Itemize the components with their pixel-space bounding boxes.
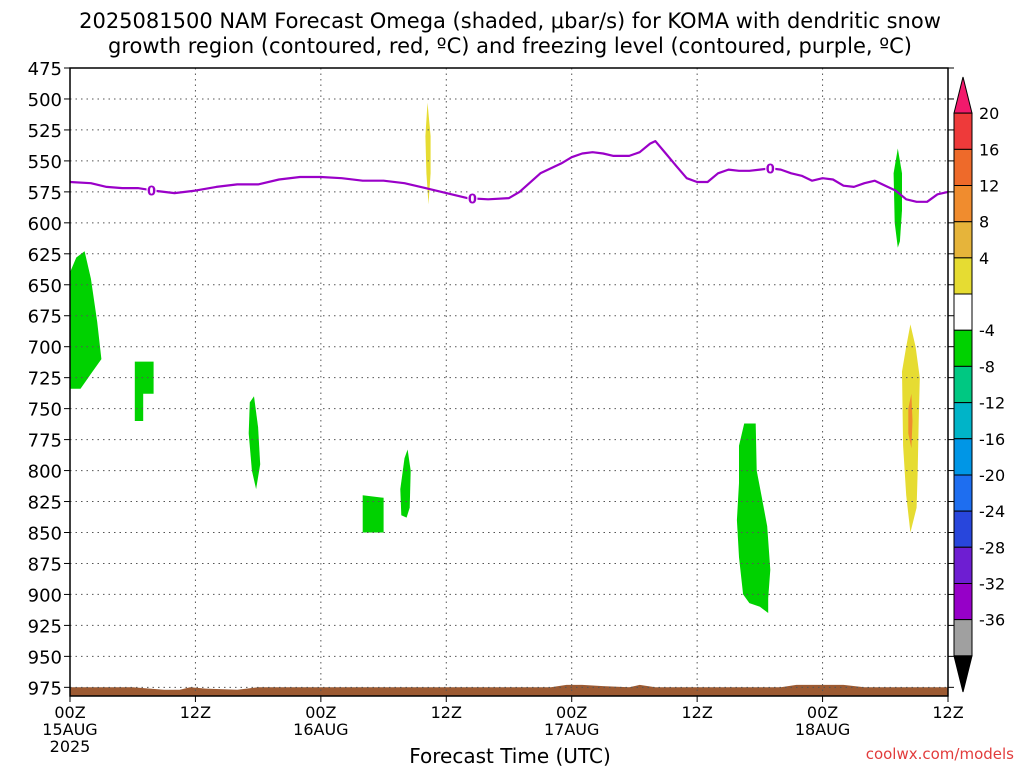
colorbar-label-9: -20 [979, 466, 1005, 485]
omega-region-9 [908, 393, 913, 449]
y-tick-label-775: 775 [28, 431, 62, 452]
x-tick-label-36-0: 12Z [431, 703, 462, 722]
colorbar-label-2: 12 [979, 177, 999, 196]
x-tick-label-72-1: 18AUG [795, 720, 850, 739]
omega-region-3 [362, 495, 384, 533]
colorbar-label-12: -32 [979, 574, 1005, 593]
x-tick-label-60-0: 12Z [681, 703, 712, 722]
y-tick-label-475: 475 [28, 59, 62, 80]
y-tick-label-600: 600 [28, 214, 62, 235]
freezing-level-label-bg-0 [146, 182, 157, 198]
colorbar-bin-8 [953, 365, 973, 404]
omega-region-0 [70, 251, 102, 389]
x-axis-title: Forecast Time (UTC) [409, 744, 611, 768]
colorbar-bin-1 [953, 112, 973, 150]
x-tick-label-48-0: 00Z [556, 703, 587, 722]
colorbar-label-5: -4 [979, 321, 995, 340]
colorbar-bin-12 [953, 510, 973, 548]
colorbar-bin-5 [953, 257, 973, 295]
colorbar-label-4: 4 [979, 249, 989, 268]
colorbar-label-11: -28 [979, 538, 1005, 557]
plot-border [69, 67, 949, 697]
colorbar-bin-15 [953, 619, 973, 657]
omega-region-2 [248, 396, 261, 490]
y-tick-label-650: 650 [28, 276, 62, 297]
colorbar-bin-4 [953, 221, 973, 259]
x-tick-label-0-0: 00Z [54, 703, 85, 722]
colorbar-bin-7 [953, 329, 973, 367]
omega-region-5 [736, 423, 771, 613]
terrain-fill [70, 684, 948, 696]
freezing-level-label-1: 0 [468, 192, 477, 207]
x-tick-label-12-0: 12Z [180, 703, 211, 722]
y-tick-label-950: 950 [28, 647, 62, 668]
x-tick-label-0-2: 2025 [50, 737, 91, 756]
plot-frame [69, 67, 949, 697]
chart-title-line2: growth region (contoured, red, ºC) and f… [108, 34, 912, 58]
x-tick-label-24-0: 00Z [305, 703, 336, 722]
y-tick-label-625: 625 [28, 245, 62, 266]
colorbar-label-6: -8 [979, 357, 995, 376]
y-tick-label-675: 675 [28, 307, 62, 328]
freezing-level-label-0: 0 [147, 184, 156, 199]
colorbar-label-7: -12 [979, 394, 1005, 413]
omega-region-4 [400, 449, 411, 518]
colorbar-label-10: -24 [979, 502, 1005, 521]
colorbar-bin-6 [953, 293, 973, 331]
freezing-level-line [69, 140, 949, 203]
colorbar-label-1: 16 [979, 140, 999, 159]
colorbar: 20 16 12 8 4 -4 -8 -12 -16 -20 -24 -28 -32 -36 [953, 76, 1005, 693]
colorbar-bin-13 [953, 546, 973, 584]
y-tick-label-500: 500 [28, 90, 62, 111]
y-tick-label-875: 875 [28, 554, 62, 575]
y-tick-label-925: 925 [28, 616, 62, 637]
chart-title-line1: 2025081500 NAM Forecast Omega (shaded, μ… [79, 9, 941, 33]
colorbar-label-0: 20 [979, 104, 999, 123]
colorbar-bin-10 [953, 438, 973, 476]
colorbar-bin-2 [953, 148, 973, 187]
credit-text: coolwx.com/models [866, 745, 1014, 763]
y-tick-label-700: 700 [28, 338, 62, 359]
freezing-level-label-bg-2 [765, 160, 776, 176]
x-tick-label-72-0: 00Z [807, 703, 838, 722]
y-tick-label-550: 550 [28, 152, 62, 173]
colorbar-bin-16 [953, 655, 973, 693]
y-tick-label-750: 750 [28, 400, 62, 421]
y-tick-label-850: 850 [28, 523, 62, 544]
y-tick-label-825: 825 [28, 493, 62, 514]
y-tick-label-975: 975 [28, 678, 62, 699]
omega-region-1 [134, 361, 154, 421]
x-tick-label-0-1: 15AUG [42, 720, 97, 739]
y-tick-label-725: 725 [28, 369, 62, 390]
colorbar-bin-11 [953, 474, 973, 512]
y-tick-label-800: 800 [28, 462, 62, 483]
y-tick-label-525: 525 [28, 121, 62, 142]
y-axis: 475 500 525 550 575 600 625 650 675 700 725 750 775 8… [28, 59, 954, 699]
y-tick-label-575: 575 [28, 183, 62, 204]
x-tick-label-84-0: 12Z [932, 703, 963, 722]
omega-region-7 [425, 102, 431, 205]
colorbar-bin-9 [953, 402, 973, 440]
y-tick-label-900: 900 [28, 585, 62, 606]
freezing-level-label-2: 0 [766, 162, 775, 177]
colorbar-label-3: 8 [979, 213, 989, 232]
colorbar-label-13: -36 [979, 611, 1005, 630]
x-tick-label-48-1: 17AUG [544, 720, 599, 739]
freezing-level-layer: 0 0 0 [69, 140, 949, 207]
grid-lines [70, 68, 948, 696]
x-tick-label-24-1: 16AUG [293, 720, 348, 739]
colorbar-label-8: -16 [979, 430, 1005, 449]
colorbar-bin-14 [953, 582, 973, 621]
freezing-level-label-bg-1 [467, 190, 478, 206]
colorbar-bin-3 [953, 185, 973, 223]
